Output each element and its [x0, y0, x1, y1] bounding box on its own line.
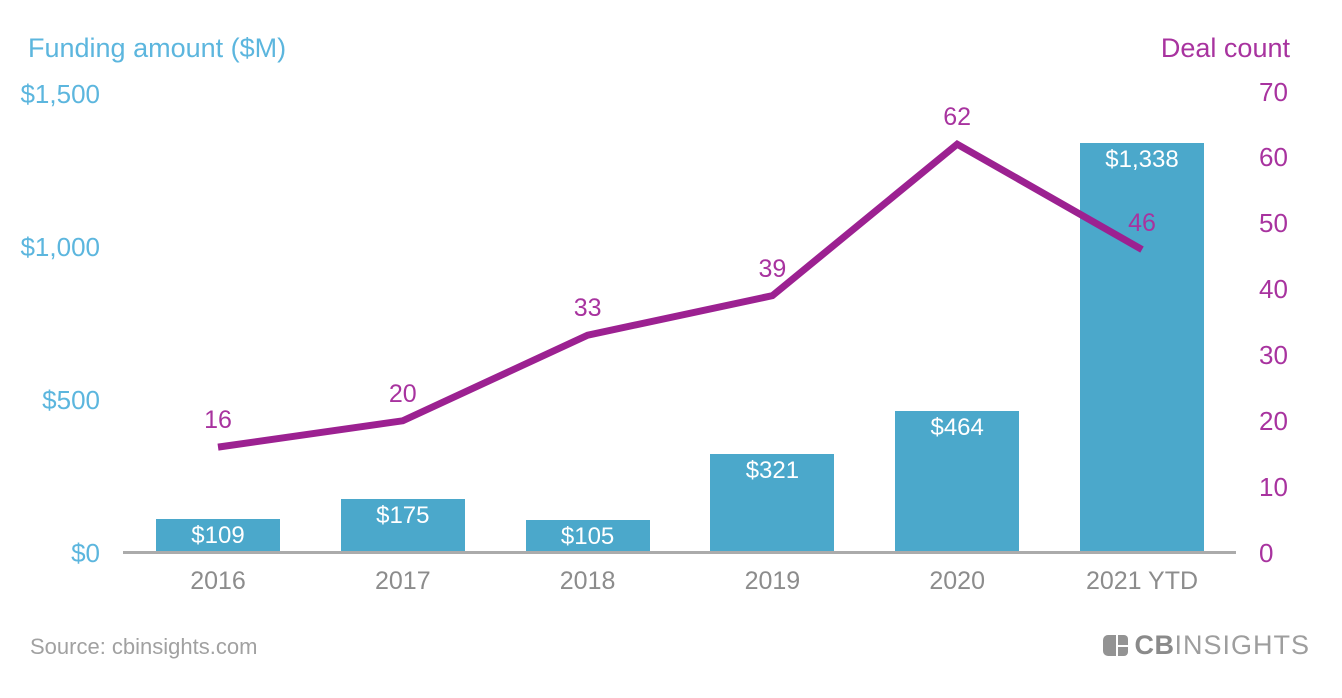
bar-value-label: $175	[376, 501, 430, 529]
bar-value-label: $109	[191, 522, 245, 550]
x-axis-label-2018: 2018	[559, 567, 616, 595]
line-point-label-2016: 16	[204, 406, 232, 435]
right-axis-tick-0: 0	[1259, 537, 1274, 568]
line-point-label-2018: 33	[573, 294, 602, 323]
bar-2016: $109	[156, 519, 280, 553]
deal-count-line	[217, 139, 1144, 451]
source-attribution: Source: cbinsights.com	[30, 634, 258, 659]
right-axis-tick-10: 10	[1259, 471, 1288, 502]
bar-2017: $175	[340, 498, 465, 553]
cbinsights-logo: CBINSIGHTS	[1103, 630, 1310, 661]
left-axis-tick-500: $500	[42, 384, 100, 415]
x-axis-label-2019: 2019	[744, 567, 801, 595]
right-axis-tick-60: 60	[1259, 142, 1288, 173]
left-axis-tick-1500: $1,500	[20, 78, 100, 109]
bar-value-label: $464	[930, 413, 984, 441]
right-axis-tick-20: 20	[1259, 405, 1288, 436]
x-axis-line	[123, 551, 1236, 554]
bar-value-label: $321	[745, 457, 800, 485]
logo-text: CBINSIGHTS	[1134, 630, 1310, 661]
bar-2019: $321	[710, 454, 835, 553]
right-axis-title: Deal count	[1160, 33, 1290, 63]
bar-2018: $105	[525, 520, 650, 553]
right-axis-tick-30: 30	[1259, 339, 1288, 370]
left-axis-tick-1000: $1,000	[20, 231, 100, 262]
left-axis-title: Funding amount ($M)	[28, 33, 287, 63]
bar-value-label: $1,338	[1105, 146, 1179, 174]
x-axis-label-2016: 2016	[190, 567, 246, 595]
bar-2021-ytd: $1,338	[1080, 143, 1204, 553]
cbinsights-logo-icon	[1103, 635, 1129, 656]
right-axis-tick-50: 50	[1259, 208, 1288, 239]
left-axis-tick-0: $0	[71, 537, 100, 568]
logo-text-cb: CB	[1134, 630, 1175, 660]
line-point-label-2019: 39	[758, 254, 787, 283]
line-point-label-2017: 20	[388, 379, 417, 408]
line-point-label-2021-ytd: 46	[1128, 208, 1156, 237]
x-axis-label-2021-ytd: 2021 YTD	[1085, 567, 1199, 595]
bar-value-label: $105	[560, 523, 615, 551]
x-axis-label-2017: 2017	[374, 567, 431, 595]
logo-text-insights: INSIGHTS	[1174, 630, 1310, 660]
right-axis-tick-40: 40	[1259, 274, 1288, 305]
line-point-label-2020: 62	[943, 103, 972, 132]
right-axis-tick-70: 70	[1259, 76, 1288, 107]
x-axis-label-2020: 2020	[929, 567, 985, 595]
bar-2020: $464	[895, 410, 1020, 553]
